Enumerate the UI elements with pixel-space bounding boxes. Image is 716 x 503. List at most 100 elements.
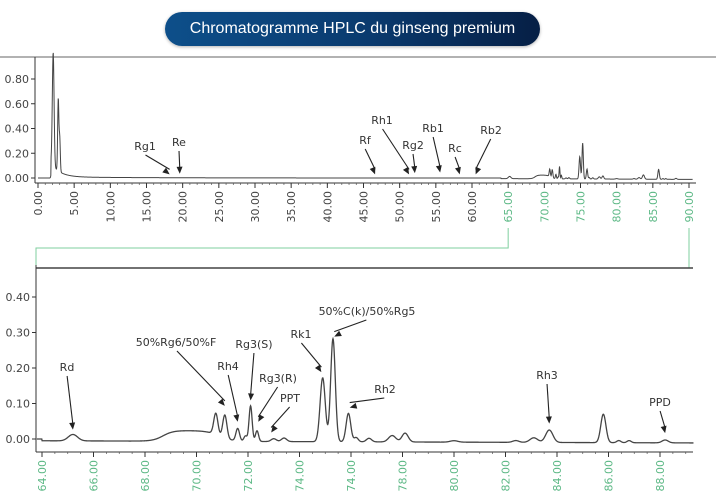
peak-label: Rc	[448, 142, 462, 155]
peak-label: Rd	[60, 361, 75, 374]
arrow-head-icon	[455, 166, 461, 175]
arrow-head-icon	[217, 398, 225, 406]
x-tick-label: 86.00	[603, 460, 616, 492]
x-tick-label: 30.00	[249, 191, 262, 223]
x-tick-label: 70.00	[538, 191, 551, 223]
peak-arrow	[349, 397, 385, 404]
y-tick-label: 0.00	[5, 172, 30, 185]
peak-arrow	[176, 350, 226, 402]
connector-line-left	[35, 228, 509, 266]
arrow-head-icon	[271, 425, 278, 433]
arrow-head-icon	[660, 425, 667, 434]
peak-label: 50%Rg6/50%F	[136, 336, 217, 349]
x-tick-label: 65.00	[502, 191, 515, 223]
x-tick-label: 0.00	[32, 191, 45, 216]
arrow-head-icon	[411, 165, 418, 174]
peak-arrow	[300, 342, 322, 368]
arrow-head-icon	[69, 422, 76, 430]
peak-arrow	[432, 136, 441, 168]
arrow-head-icon	[162, 167, 170, 175]
y-tick-label: 0.40	[6, 291, 31, 304]
x-tick-label: 80.00	[448, 460, 461, 492]
arrow-head-icon	[233, 414, 240, 422]
peak-arrow	[257, 386, 279, 418]
y-tick-label: 0.80	[5, 73, 30, 86]
peak-arrow	[546, 383, 550, 419]
x-tick-label: 60.00	[466, 191, 479, 223]
peak-arrow	[364, 148, 376, 170]
x-tick-label: 5.00	[68, 191, 81, 216]
x-tick-label: 55.00	[430, 191, 443, 223]
y-tick-label: 0.40	[5, 123, 30, 136]
peak-label: Rh4	[217, 360, 239, 373]
x-tick-label: 78.00	[397, 460, 410, 492]
peak-label: Rh2	[374, 383, 396, 396]
peak-arrow	[454, 156, 461, 170]
x-tick-label: 72.00	[242, 460, 255, 492]
arrow-head-icon	[369, 166, 376, 175]
x-tick-label: 88.00	[654, 460, 667, 492]
peak-label: Rg3(S)	[235, 338, 272, 351]
peak-arrow	[66, 375, 74, 425]
chromatogram-trace	[36, 336, 694, 444]
x-tick-label: 70.00	[191, 460, 204, 492]
arrow-head-icon	[176, 166, 183, 174]
arrow-head-icon	[402, 166, 410, 175]
peak-arrow	[145, 154, 170, 170]
x-tick-label: 45.00	[358, 191, 371, 223]
arrow-head-icon	[545, 416, 552, 424]
x-tick-label: 15.00	[141, 191, 154, 223]
x-tick-label: 80.00	[611, 191, 624, 223]
peak-label: PPD	[649, 396, 671, 409]
x-tick-label: 68.00	[139, 460, 152, 492]
x-tick-label: 50.00	[394, 191, 407, 223]
y-tick-label: 0.30	[6, 327, 31, 340]
peak-label: Rh3	[536, 369, 558, 382]
peak-label: Rg1	[134, 140, 156, 153]
chart-title: Chromatogramme HPLC du ginseng premium	[165, 12, 540, 46]
arrow-head-icon	[248, 393, 255, 401]
arrow-head-icon	[435, 165, 442, 173]
peak-label: Re	[172, 136, 186, 149]
x-tick-label: 64.00	[36, 460, 49, 492]
x-tick-label: 85.00	[647, 191, 660, 223]
x-tick-label: 66.00	[88, 460, 101, 492]
peak-label: Rf	[359, 134, 372, 147]
x-tick-label: 90.00	[683, 191, 696, 223]
arrow-head-icon	[334, 330, 342, 337]
x-tick-label: 74.00	[294, 460, 307, 492]
x-tick-label: 40.00	[321, 191, 334, 223]
peak-label: Rg3(R)	[259, 372, 297, 385]
y-tick-label: 0.00	[6, 433, 31, 446]
peak-arrow	[227, 374, 239, 417]
peak-label: PPT	[280, 392, 300, 405]
peak-label: Rg2	[402, 139, 424, 152]
peak-arrow	[250, 352, 255, 396]
peak-arrow	[659, 410, 666, 429]
y-tick-label: 0.10	[6, 398, 31, 411]
x-tick-label: 20.00	[177, 191, 190, 223]
peak-label: Rh1	[371, 114, 393, 127]
zoom-connector	[35, 228, 693, 269]
x-tick-label: 82.00	[500, 460, 513, 492]
peak-label: Rb2	[480, 124, 502, 137]
full-chromatogram-plot: 0.00 5.00 10.00 15.00 20.00 25.00 30.00 35.00 40…	[5, 52, 696, 223]
zoomed-chromatogram-plot: 64.00 66.00 68.00 70.00 72.00 74.00 74.00 78.00…	[6, 265, 694, 492]
peak-label: 50%C(k)/50%Rg5	[319, 305, 416, 318]
x-tick-label: 10.00	[104, 191, 117, 223]
arrow-head-icon	[475, 166, 482, 175]
peak-label: Rb1	[422, 122, 444, 135]
peak-arrow	[382, 128, 410, 170]
peak-arrow	[334, 319, 367, 333]
x-tick-label: 75.00	[575, 191, 588, 223]
arrow-head-icon	[349, 402, 358, 409]
peak-arrow	[475, 138, 492, 170]
chromatogram-trace	[38, 52, 693, 180]
peak-label: Rk1	[290, 328, 311, 341]
peak-arrow	[270, 406, 291, 428]
peak-arrow	[412, 153, 416, 169]
x-tick-label: 84.00	[551, 460, 564, 492]
y-tick-label: 0.20	[5, 147, 30, 160]
arrow-head-icon	[258, 414, 265, 422]
